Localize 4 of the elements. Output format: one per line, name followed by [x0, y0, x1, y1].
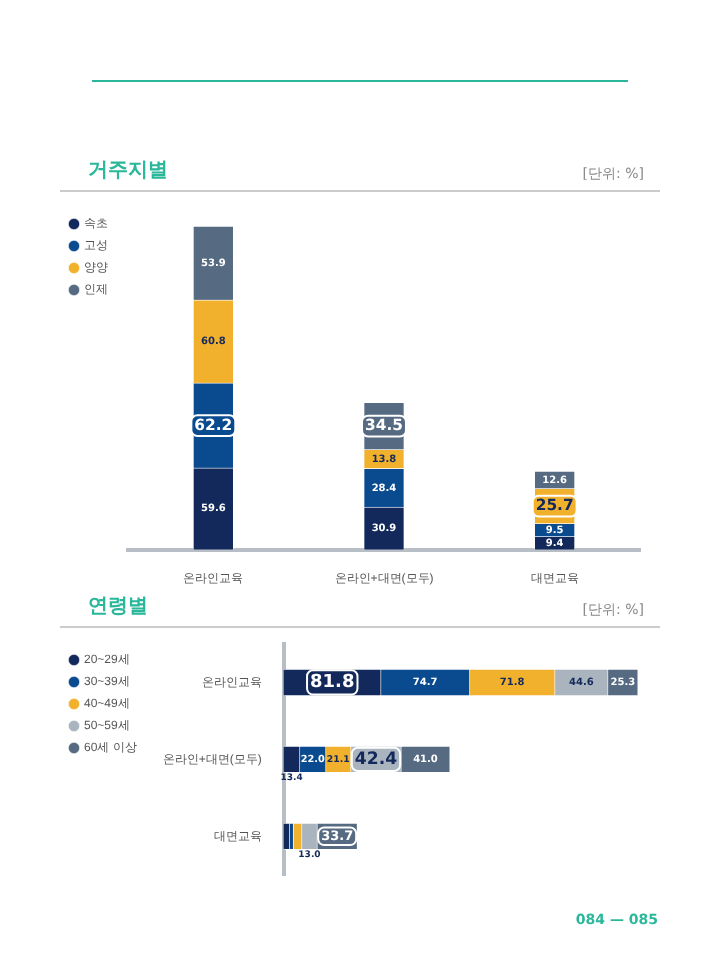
data-label: 81.8	[310, 673, 355, 694]
chart-title: 거주지별	[88, 158, 168, 184]
data-label: 42.4	[354, 749, 398, 770]
text: 연령별	[88, 594, 148, 620]
